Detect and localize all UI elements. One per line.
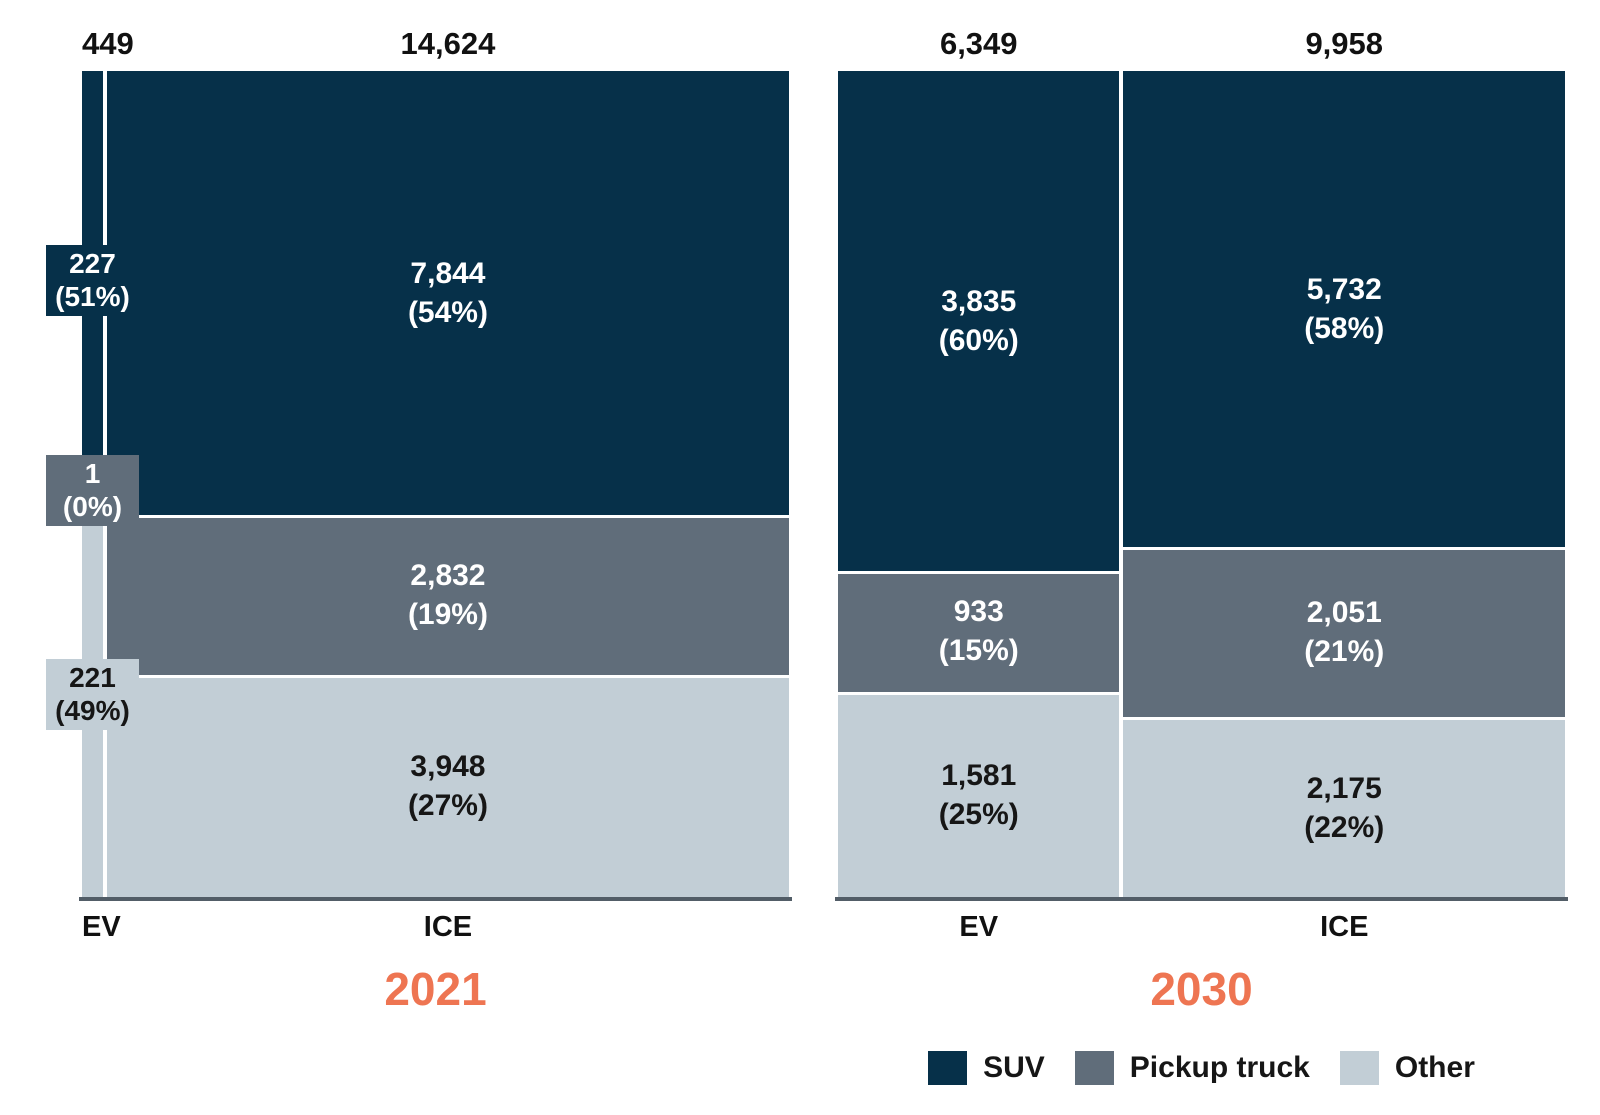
- x-axis-line: [835, 897, 1568, 901]
- segment-other: [1123, 717, 1565, 898]
- segment-suv: [838, 71, 1120, 571]
- pickup-truck-swatch-icon: [1074, 1051, 1114, 1085]
- legend-item-other: Other: [1339, 1050, 1475, 1086]
- segment-value-label: 5,732 (58%): [1304, 273, 1385, 346]
- segment-suv: [106, 71, 789, 515]
- segment-suv: [1123, 71, 1565, 548]
- legend-item-pickup-truck: Pickup truck: [1074, 1050, 1310, 1086]
- chart-2030: 2030 EV 6,349 3,835 (60%) 933 (15%) 1,581 (25%)…: [835, 26, 1568, 1013]
- legend-label-other: Other: [1394, 1051, 1475, 1084]
- segment-pickup-truck: [106, 514, 789, 675]
- segment-callout-label: 1 (0%): [45, 454, 139, 526]
- axis-label-ice: ICE: [423, 911, 473, 943]
- segment-value-label: 2,051 (21%): [1304, 596, 1385, 669]
- segment-other: [838, 692, 1120, 898]
- segment-callout-label: 221 (49%): [45, 658, 139, 730]
- column-ice: 14,624 7,844 (54%) 2,832 (19%) 3,948 (27%): [106, 26, 789, 898]
- segment-value-label: 3,835 (60%): [938, 284, 1019, 357]
- other-swatch-icon: [1339, 1051, 1379, 1085]
- legend-label-pickup-truck: Pickup truck: [1129, 1051, 1310, 1084]
- segment-value-label: 2,832 (19%): [407, 558, 488, 631]
- segment-pickup-truck: [1123, 547, 1565, 718]
- segment-value-label: 3,948 (27%): [407, 750, 488, 823]
- axis-label-ice: ICE: [1320, 911, 1369, 943]
- column-total-label: 14,624: [400, 26, 496, 61]
- legend: SUV Pickup truck Other: [838, 1046, 1565, 1090]
- segment-value-label: 1,581 (25%): [938, 759, 1019, 832]
- chart-2021: 2021 227 (51%) 1 (0%) 221 (49%) EV 449 ICE 14,624…: [45, 26, 792, 1013]
- x-axis-line: [79, 897, 792, 901]
- legend-label-suv: SUV: [983, 1051, 1045, 1084]
- segment-value-label: 2,175 (22%): [1304, 771, 1385, 844]
- axis-label-ev: EV: [82, 911, 121, 943]
- column-ice: 9,958 5,732 (58%) 2,051 (21%) 2,175 (22%): [1123, 26, 1565, 898]
- suv-swatch-icon: [928, 1051, 968, 1085]
- segment-callout-label: 227 (51%): [45, 244, 139, 316]
- column-total-label: 449: [82, 26, 134, 61]
- year-label-2030: 2030: [1150, 963, 1253, 1015]
- year-label-2021: 2021: [384, 963, 487, 1015]
- column-total-label: 9,958: [1305, 26, 1384, 61]
- column-total-label: 6,349: [939, 26, 1018, 61]
- segment-other: [106, 674, 789, 898]
- segment-value-label: 933 (15%): [938, 595, 1019, 668]
- axis-label-ev: EV: [959, 911, 999, 943]
- column-ev: 6,349 3,835 (60%) 933 (15%) 1,581 (25%): [838, 26, 1120, 898]
- segment-value-label: 7,844 (54%): [407, 256, 488, 329]
- legend-item-suv: SUV: [928, 1050, 1045, 1086]
- segment-pickup-truck: [838, 570, 1120, 693]
